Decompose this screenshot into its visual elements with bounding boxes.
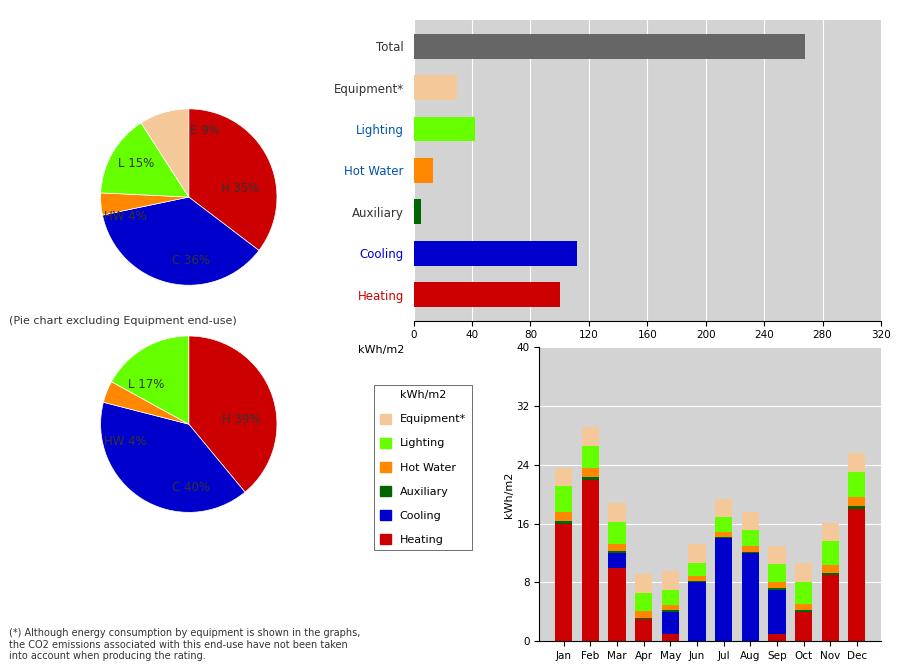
Legend: Equipment*, Lighting, Hot Water, Auxiliary, Cooling, Heating: Equipment*, Lighting, Hot Water, Auxilia… xyxy=(374,385,471,550)
Text: H 35%: H 35% xyxy=(221,182,259,195)
Bar xyxy=(635,619,653,641)
Bar xyxy=(715,517,732,532)
Wedge shape xyxy=(189,109,277,250)
Wedge shape xyxy=(111,336,189,424)
Wedge shape xyxy=(102,197,259,285)
Bar xyxy=(555,512,573,521)
Text: Annual Energy Consumption: Annual Energy Consumption xyxy=(27,38,314,55)
Bar xyxy=(715,532,732,537)
Bar xyxy=(795,611,812,612)
Bar xyxy=(848,497,866,506)
Bar xyxy=(689,576,706,581)
Bar xyxy=(742,530,759,546)
Text: C 40%: C 40% xyxy=(172,481,209,494)
Bar xyxy=(414,282,559,307)
Text: (*) Although energy consumption by equipment is shown in the graphs,
the CO2 emi: (*) Although energy consumption by equip… xyxy=(9,628,360,661)
Bar xyxy=(795,563,812,582)
Text: E 9%: E 9% xyxy=(190,124,219,138)
Text: (Pie chart excluding Equipment end-use): (Pie chart excluding Equipment end-use) xyxy=(9,316,236,326)
Bar xyxy=(822,573,839,575)
Bar xyxy=(609,553,626,568)
Bar xyxy=(662,605,679,611)
Wedge shape xyxy=(101,123,189,197)
Bar xyxy=(609,522,626,544)
Wedge shape xyxy=(101,402,245,512)
Bar xyxy=(609,568,626,641)
Bar xyxy=(582,477,599,480)
Bar xyxy=(689,544,706,562)
Bar xyxy=(848,509,866,641)
Bar xyxy=(768,582,786,589)
Bar xyxy=(582,428,599,446)
Bar xyxy=(822,523,839,541)
Text: C 36%: C 36% xyxy=(172,254,209,267)
Bar xyxy=(689,562,706,576)
Bar xyxy=(848,472,866,497)
Wedge shape xyxy=(141,109,189,197)
Bar xyxy=(414,240,577,266)
Bar xyxy=(635,618,653,619)
Bar xyxy=(795,604,812,611)
Bar xyxy=(795,612,812,641)
Wedge shape xyxy=(101,193,189,215)
Bar xyxy=(609,551,626,553)
Bar xyxy=(414,158,432,183)
Bar xyxy=(582,446,599,468)
Bar xyxy=(555,524,573,641)
Bar xyxy=(768,546,786,564)
Bar xyxy=(555,486,573,512)
Text: L 17%: L 17% xyxy=(129,378,165,391)
Bar xyxy=(662,612,679,634)
X-axis label: kWh/m2: kWh/m2 xyxy=(358,345,404,355)
Bar xyxy=(715,499,732,517)
Y-axis label: kWh/m2: kWh/m2 xyxy=(503,471,513,518)
Bar xyxy=(582,468,599,477)
Bar xyxy=(662,572,679,590)
Text: HW 4%: HW 4% xyxy=(104,436,147,448)
Bar xyxy=(662,590,679,605)
Bar xyxy=(582,480,599,641)
Bar xyxy=(609,503,626,522)
Bar xyxy=(768,590,786,634)
Bar xyxy=(742,512,759,530)
Bar xyxy=(689,582,706,641)
Text: H 39%: H 39% xyxy=(222,413,261,426)
Bar xyxy=(662,634,679,641)
Bar xyxy=(822,565,839,573)
Bar xyxy=(635,593,653,611)
Bar xyxy=(742,546,759,552)
Bar xyxy=(689,581,706,582)
Bar xyxy=(555,468,573,486)
Text: L 15%: L 15% xyxy=(118,157,154,170)
Bar xyxy=(662,611,679,612)
Bar xyxy=(715,538,732,641)
Bar xyxy=(715,537,732,538)
Text: HW 4%: HW 4% xyxy=(104,210,147,223)
Bar xyxy=(635,574,653,593)
Bar xyxy=(848,506,866,509)
Bar xyxy=(795,582,812,604)
Bar xyxy=(635,611,653,618)
Bar xyxy=(848,453,866,472)
Bar xyxy=(822,541,839,565)
Bar xyxy=(742,553,759,641)
Bar xyxy=(414,116,475,142)
Wedge shape xyxy=(103,381,189,424)
Bar xyxy=(768,564,786,582)
Bar xyxy=(555,521,573,524)
Bar xyxy=(822,575,839,641)
Bar xyxy=(414,199,421,224)
Bar xyxy=(768,589,786,590)
Bar xyxy=(414,33,806,59)
Bar xyxy=(414,75,458,100)
Bar xyxy=(609,544,626,551)
Wedge shape xyxy=(189,336,277,492)
Bar xyxy=(768,634,786,641)
Bar xyxy=(742,552,759,553)
